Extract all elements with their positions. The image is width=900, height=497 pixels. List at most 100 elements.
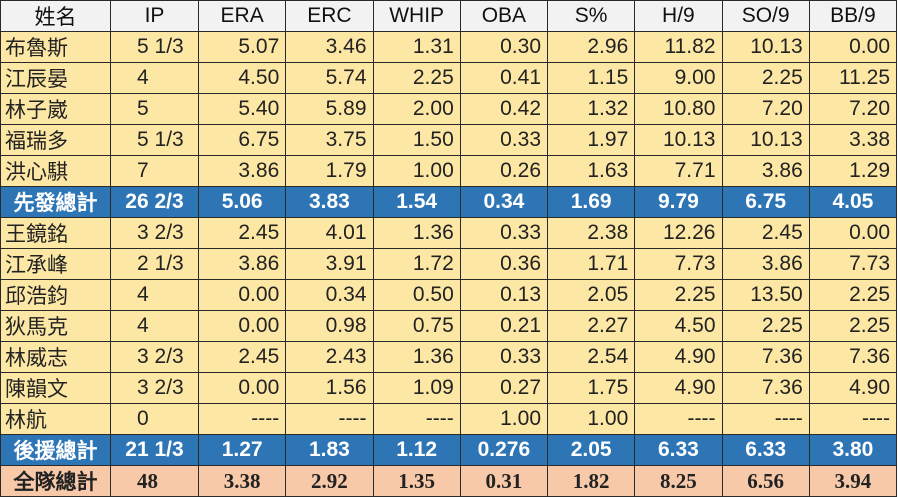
header-ip: IP	[110, 0, 199, 32]
cell-ip: 4	[110, 279, 199, 311]
header-h9: H/9	[634, 0, 723, 32]
cell-name: 江辰晏	[0, 62, 111, 94]
cell-name: 林子崴	[0, 93, 111, 125]
cell-s-pct: 2.05	[546, 279, 636, 311]
cell-so9: 7.36	[721, 341, 810, 373]
cell-era: 2.45	[197, 341, 287, 373]
cell-oba: 0.41	[459, 62, 549, 94]
cell-bb9: 7.20	[808, 93, 898, 125]
cell-whip: 0.50	[372, 279, 461, 311]
cell-erc: 3.46	[285, 31, 374, 63]
cell-s-pct: 1.75	[546, 372, 636, 404]
cell-s-pct: 2.05	[546, 434, 636, 466]
cell-s-pct: 1.63	[546, 155, 636, 187]
cell-era: 5.40	[197, 93, 287, 125]
cell-name: 布魯斯	[0, 31, 111, 63]
cell-s-pct: 2.38	[546, 217, 636, 249]
cell-name: 先發總計	[0, 186, 111, 218]
cell-era: ----	[197, 403, 287, 435]
cell-h9: 7.73	[634, 248, 723, 280]
cell-oba: 0.21	[459, 310, 549, 342]
cell-s-pct: 1.71	[546, 248, 636, 280]
table-row: 狄馬克 4 0.00 0.98 0.75 0.21 2.27 4.50 2.25 2.25	[0, 310, 898, 342]
cell-so9: 10.13	[721, 124, 810, 156]
cell-bb9: 2.25	[808, 279, 898, 311]
cell-era: 5.07	[197, 31, 287, 63]
cell-bb9: 4.90	[808, 372, 898, 404]
cell-whip: 2.25	[372, 62, 461, 94]
cell-name: 陳韻文	[0, 372, 111, 404]
cell-whip: 1.72	[372, 248, 461, 280]
cell-bb9: 7.36	[808, 341, 898, 373]
cell-so9: 7.36	[721, 372, 810, 404]
cell-s-pct: 1.69	[546, 186, 636, 218]
header-name: 姓名	[0, 0, 111, 32]
cell-bb9: 4.05	[808, 186, 898, 218]
cell-h9: 12.26	[634, 217, 723, 249]
cell-name: 後援總計	[0, 434, 111, 466]
cell-ip: 0	[110, 403, 199, 435]
cell-oba: 0.33	[459, 217, 549, 249]
cell-so9: 10.13	[721, 31, 810, 63]
cell-so9: 6.75	[721, 186, 810, 218]
cell-oba: 0.13	[459, 279, 549, 311]
cell-erc: 3.83	[285, 186, 374, 218]
table-body: 布魯斯 5 1/3 5.07 3.46 1.31 0.30 2.96 11.82 10.13 0.…	[0, 31, 898, 497]
cell-so9: 7.20	[721, 93, 810, 125]
cell-erc: 5.74	[285, 62, 374, 94]
subtotal-row: 先發總計 26 2/3 5.06 3.83 1.54 0.34 1.69 9.79 6.75 4.…	[0, 186, 898, 218]
cell-whip: 1.36	[372, 341, 461, 373]
cell-erc: 1.83	[285, 434, 374, 466]
cell-oba: 0.26	[459, 155, 549, 187]
cell-ip: 48	[110, 465, 199, 497]
cell-bb9: 0.00	[808, 31, 898, 63]
cell-oba: 0.34	[459, 186, 549, 218]
cell-h9: 9.79	[634, 186, 723, 218]
cell-h9: 7.71	[634, 155, 723, 187]
cell-ip: 5 1/3	[110, 31, 199, 63]
cell-oba: 0.36	[459, 248, 549, 280]
table-row: 江承峰 2 1/3 3.86 3.91 1.72 0.36 1.71 7.73 3.86 7.73	[0, 248, 898, 280]
cell-whip: 1.35	[372, 465, 461, 497]
cell-oba: 0.276	[459, 434, 549, 466]
cell-ip: 4	[110, 62, 199, 94]
cell-ip: 7	[110, 155, 199, 187]
cell-erc: 0.98	[285, 310, 374, 342]
team-total-row: 全隊總計 48 3.38 2.92 1.35 0.31 1.82 8.25 6.56 3.94	[0, 465, 898, 497]
cell-oba: 0.30	[459, 31, 549, 63]
table-row: 洪心騏 7 3.86 1.79 1.00 0.26 1.63 7.71 3.86 1.29	[0, 155, 898, 187]
cell-name: 狄馬克	[0, 310, 111, 342]
cell-bb9: 2.25	[808, 310, 898, 342]
cell-s-pct: 2.27	[546, 310, 636, 342]
cell-bb9: 3.94	[808, 465, 898, 497]
cell-oba: 0.27	[459, 372, 549, 404]
cell-whip: 1.12	[372, 434, 461, 466]
cell-whip: ----	[372, 403, 461, 435]
cell-erc: 2.92	[285, 465, 374, 497]
cell-name: 王鏡銘	[0, 217, 111, 249]
cell-s-pct: 1.00	[546, 403, 636, 435]
cell-oba: 1.00	[459, 403, 549, 435]
header-s-pct: S%	[546, 0, 636, 32]
cell-erc: ----	[285, 403, 374, 435]
cell-oba: 0.33	[459, 341, 549, 373]
header-erc: ERC	[285, 0, 374, 32]
cell-bb9: ----	[808, 403, 898, 435]
cell-whip: 1.54	[372, 186, 461, 218]
cell-era: 1.27	[197, 434, 287, 466]
cell-erc: 1.56	[285, 372, 374, 404]
cell-so9: 3.86	[721, 155, 810, 187]
cell-h9: 10.13	[634, 124, 723, 156]
cell-whip: 1.00	[372, 155, 461, 187]
header-whip: WHIP	[372, 0, 461, 32]
cell-so9: ----	[721, 403, 810, 435]
table-row: 邱浩鈞 4 0.00 0.34 0.50 0.13 2.05 2.25 13.50 2.25	[0, 279, 898, 311]
cell-h9: 11.82	[634, 31, 723, 63]
cell-so9: 6.56	[721, 465, 810, 497]
cell-whip: 1.09	[372, 372, 461, 404]
cell-oba: 0.42	[459, 93, 549, 125]
cell-name: 全隊總計	[0, 465, 111, 497]
cell-ip: 5	[110, 93, 199, 125]
cell-bb9: 3.80	[808, 434, 898, 466]
cell-era: 3.86	[197, 248, 287, 280]
